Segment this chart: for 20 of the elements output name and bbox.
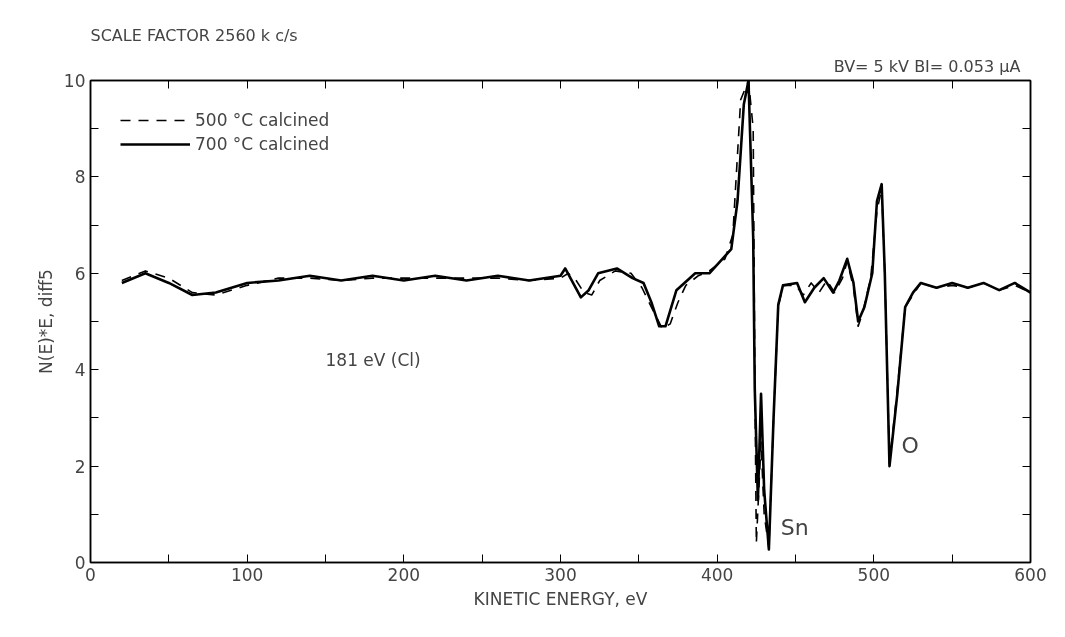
x-tick-label: 300 [544,564,577,585]
chart-subtitle: BV= 5 kV BI= 0.053 μA [833,56,1021,76]
x-tick-label: 600 [1014,564,1047,585]
legend-label: 700 °C calcined [195,134,330,154]
y-axis-title: N(E)*E, diff5 [35,269,56,374]
x-tick-label: 200 [387,564,421,585]
annotation: O [901,433,919,459]
annotation: Sn [780,515,809,541]
legend-label: 500 °C calcined [195,110,330,130]
y-tick-label: 4 [74,360,86,381]
chart-title: SCALE FACTOR 2560 k c/s [90,25,298,45]
annotation: 181 eV (Cl) [325,349,421,370]
y-tick-label: 2 [74,456,86,477]
x-tick-label: 500 [857,564,891,585]
y-tick-label: 8 [74,167,86,188]
x-axis-title: KINETIC ENERGY, eV [473,588,648,609]
y-tick-label: 6 [74,263,86,284]
x-tick-label: 100 [230,564,264,585]
x-tick-label: 400 [700,564,734,585]
y-tick-label: 10 [63,71,86,91]
